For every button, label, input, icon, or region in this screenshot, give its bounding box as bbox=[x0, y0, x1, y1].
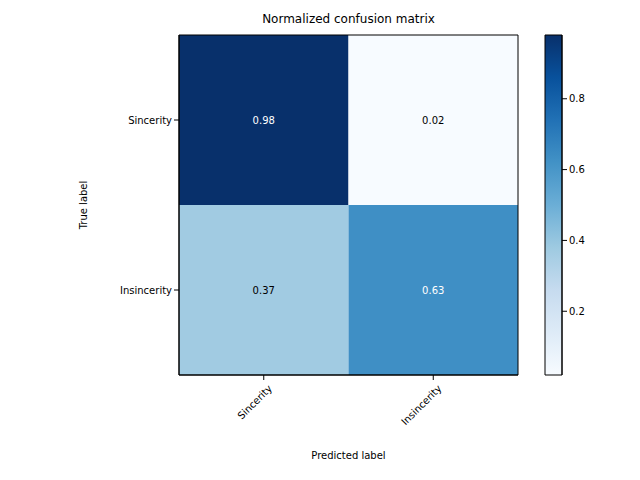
svg-text:0.8: 0.8 bbox=[569, 93, 585, 104]
svg-text:0.2: 0.2 bbox=[569, 306, 585, 317]
svg-text:Sincerity: Sincerity bbox=[128, 115, 172, 126]
html-text:True label: True label bbox=[78, 180, 89, 230]
svg-text:0.37: 0.37 bbox=[253, 285, 275, 296]
svg-text:0.63: 0.63 bbox=[422, 285, 444, 296]
html-text:Normalized confusion matrix: Normalized confusion matrix bbox=[262, 12, 435, 26]
svg-text:Sincerity: Sincerity bbox=[235, 383, 274, 422]
svg-text:0.98: 0.98 bbox=[253, 115, 275, 126]
svg-text:0.6: 0.6 bbox=[569, 164, 585, 175]
svg-text:Insincerity: Insincerity bbox=[120, 285, 172, 296]
svg-text:Insincerity: Insincerity bbox=[399, 383, 444, 428]
svg-text:0.4: 0.4 bbox=[569, 235, 585, 246]
svg-text:0.02: 0.02 bbox=[422, 115, 444, 126]
html-text:Predicted label: Predicted label bbox=[311, 450, 386, 461]
